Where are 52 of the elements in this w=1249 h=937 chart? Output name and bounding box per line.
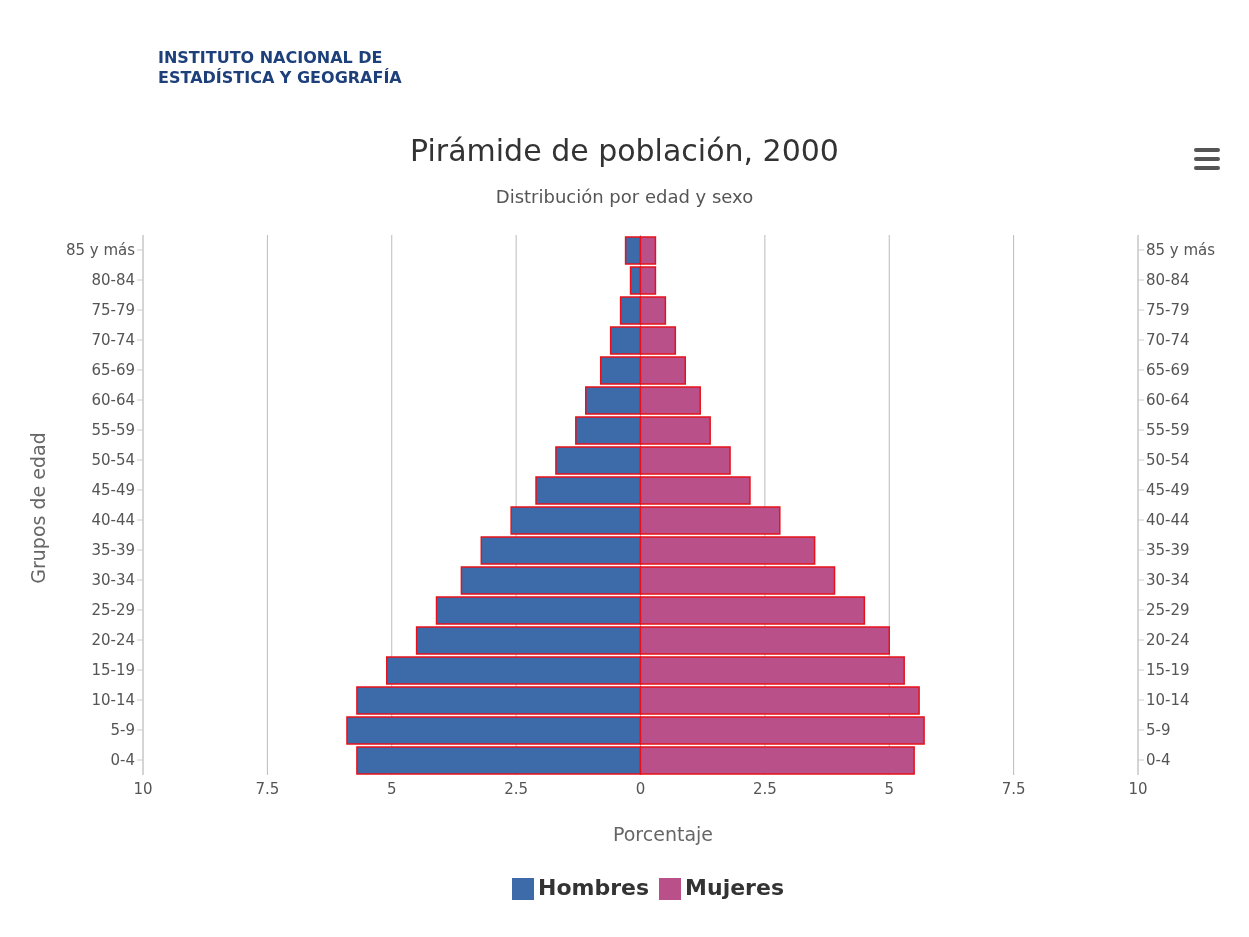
y-tick-label: 20-24 xyxy=(1146,631,1190,650)
category-label: 20-24 xyxy=(91,631,135,650)
category-label: 70-74 xyxy=(91,331,135,350)
y-tick-label: 80-84 xyxy=(1146,271,1190,290)
x-tick-label: 5 xyxy=(884,779,895,798)
chart-title: Pirámide de población, 2000 xyxy=(409,133,840,168)
category-label: 65-69 xyxy=(91,361,135,380)
x-tick-label: 7.5 xyxy=(255,779,280,798)
y-tick-label: 60-64 xyxy=(1146,391,1190,410)
x-tick-label: 2.5 xyxy=(752,779,777,798)
category-label: 30-34 xyxy=(91,571,135,590)
category-label: 60-64 xyxy=(91,391,135,410)
category-label: 15-19 xyxy=(91,661,135,680)
category-label: 25-29 xyxy=(91,601,135,620)
category-label: 5-9 xyxy=(110,721,135,740)
category-label: 50-54 xyxy=(91,451,135,470)
y-tick-label: 75-79 xyxy=(1146,301,1190,320)
chart-subtitle: Distribución por edad y sexo xyxy=(494,186,755,207)
category-label: 35-39 xyxy=(91,541,135,560)
x-axis-title: Porcentaje xyxy=(611,823,714,845)
y-tick-label: 55-59 xyxy=(1146,421,1190,440)
x-tick-label: 2.5 xyxy=(504,779,529,798)
category-label: 0-4 xyxy=(110,751,135,770)
category-label: 10-14 xyxy=(91,691,135,710)
category-label: 80-84 xyxy=(91,271,135,290)
x-tick-label: 0 xyxy=(635,779,646,798)
category-label: 55-59 xyxy=(91,421,135,440)
y-tick-label: 25-29 xyxy=(1146,601,1190,620)
y-tick-label: 40-44 xyxy=(1146,511,1190,530)
y-tick-label: 50-54 xyxy=(1146,451,1190,470)
category-label: 45-49 xyxy=(91,481,135,500)
category-label: 85 y más xyxy=(65,241,135,260)
y-tick-label: 65-69 xyxy=(1146,361,1190,380)
x-tick-label: 7.5 xyxy=(1001,779,1026,798)
y-tick-label: 15-19 xyxy=(1146,661,1190,680)
y-tick-label: 85 y más xyxy=(1146,241,1216,260)
text: INSTITUTO NACIONAL DE ESTADÍSTICA Y GEOGRAFÍA xyxy=(158,48,403,88)
x-tick-label: 10 xyxy=(1128,779,1148,798)
y-tick-label: 10-14 xyxy=(1146,691,1190,710)
y-tick-label: 70-74 xyxy=(1146,331,1190,350)
y-tick-label: 5-9 xyxy=(1146,721,1171,740)
legend-label: Mujeres xyxy=(685,875,784,900)
x-tick-label: 10 xyxy=(133,779,153,798)
category-label: 75-79 xyxy=(91,301,135,320)
y-tick-label: 30-34 xyxy=(1146,571,1190,590)
x-tick-label: 5 xyxy=(386,779,397,798)
y-tick-label: 45-49 xyxy=(1146,481,1190,500)
y-axis-title: Grupos de edad xyxy=(27,432,49,584)
category-label: 40-44 xyxy=(91,511,135,530)
legend-label: Hombres xyxy=(538,875,650,900)
y-tick-label: 35-39 xyxy=(1146,541,1190,560)
y-tick-label: 0-4 xyxy=(1146,751,1171,770)
